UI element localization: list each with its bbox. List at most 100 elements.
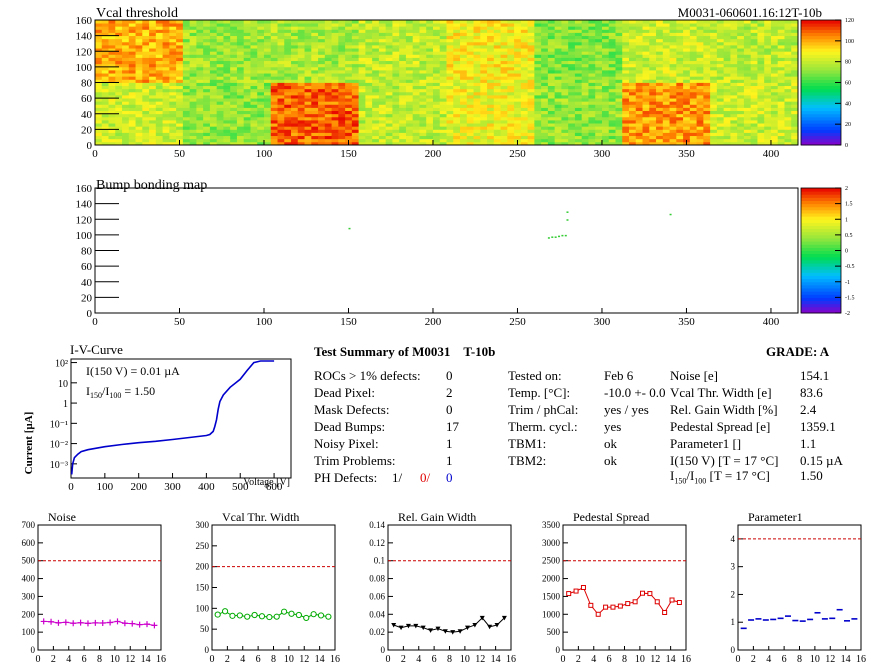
heatmap-cell	[453, 107, 461, 112]
heatmap-cell	[770, 32, 779, 37]
heatmap-cell	[351, 20, 360, 24]
heatmap-cell	[676, 73, 684, 77]
x-tick-label: 10	[110, 654, 120, 665]
heatmap-cell	[324, 73, 332, 77]
heatmap-cell	[480, 98, 488, 102]
heatmap-cell	[270, 79, 278, 83]
heatmap-cell	[372, 95, 380, 99]
heatmap-cell	[601, 76, 610, 80]
heatmap-cell	[595, 23, 603, 27]
heatmap-cell	[730, 95, 738, 99]
heatmap-cell	[487, 101, 495, 105]
heatmap-cell	[588, 95, 596, 99]
heatmap-cell	[399, 76, 407, 80]
heatmap-cell	[568, 113, 576, 118]
heatmap-cell	[703, 66, 711, 71]
heatmap-cell	[358, 123, 366, 127]
heatmap-cell	[730, 141, 738, 146]
heatmap-cell	[412, 91, 420, 96]
heatmap-cell	[122, 95, 130, 99]
heatmap-cell	[399, 95, 407, 99]
heatmap-cell	[581, 76, 589, 80]
heatmap-cell	[656, 48, 664, 52]
heatmap-cell	[520, 29, 529, 33]
heatmap-cell	[446, 23, 454, 27]
heatmap-cell	[568, 95, 576, 99]
heatmap-cell	[236, 116, 245, 121]
heatmap-cell	[284, 29, 292, 33]
heatmap-cell	[534, 129, 542, 133]
heatmap-cell	[162, 23, 170, 27]
heatmap-cell	[730, 51, 738, 55]
heatmap-cell	[284, 123, 292, 127]
heatmap-cell	[338, 123, 346, 127]
bump-axes: 0 50 100 150 200 250 300 350 4000204060801001201…	[76, 183, 799, 328]
heatmap-cell	[622, 79, 630, 83]
heatmap-cell	[128, 60, 136, 65]
heatmap-cell	[574, 101, 583, 105]
heatmap-cell	[338, 23, 346, 27]
heatmap-cell	[216, 135, 224, 140]
heatmap-cell	[642, 85, 650, 90]
heatmap-cell	[757, 113, 765, 118]
heatmap-cell	[372, 48, 380, 52]
heatmap-cell	[318, 107, 326, 112]
heatmap-cell	[764, 91, 772, 96]
heatmap-cell	[460, 123, 468, 127]
heatmap-cell	[757, 135, 765, 140]
heatmap-cell	[460, 70, 468, 74]
heatmap-cell	[263, 79, 272, 83]
heatmap-cell	[777, 107, 785, 112]
heatmap-cell	[466, 110, 474, 115]
heatmap-cell	[243, 113, 251, 118]
heatmap-cell	[588, 120, 596, 124]
heatmap-cell	[162, 79, 170, 83]
heatmap-cell	[595, 98, 603, 102]
heatmap-cell	[297, 116, 305, 121]
heatmap-cell	[743, 85, 752, 90]
y-tick-label: 400	[22, 574, 36, 584]
heatmap-cell	[730, 20, 738, 24]
heatmap-cell	[392, 91, 400, 96]
heatmap-cell	[196, 135, 204, 140]
heatmap-cell	[250, 32, 258, 37]
heatmap-cell	[696, 104, 704, 108]
heatmap-cell	[439, 32, 447, 37]
heatmap-cell	[683, 76, 691, 80]
heatmap-cell	[155, 79, 163, 83]
y-tick-label: 0.02	[369, 627, 385, 637]
scale-band	[801, 272, 841, 276]
heatmap-cell	[527, 101, 535, 105]
heatmap-cell	[216, 79, 224, 83]
heatmap-cell	[95, 48, 103, 52]
heatmap-cell	[635, 32, 643, 37]
heatmap-cell	[128, 32, 136, 37]
heatmap-cell	[304, 73, 312, 77]
heatmap-cell	[493, 120, 501, 124]
summary-label: Noise [e]	[670, 368, 719, 383]
heatmap-cell	[108, 98, 116, 102]
heatmap-cell	[196, 101, 204, 105]
heatmap-cell	[764, 45, 772, 49]
heatmap-cell	[399, 57, 407, 62]
heatmap-cell	[243, 48, 251, 52]
heatmap-cell	[547, 79, 556, 83]
heatmap-cell	[392, 116, 400, 121]
x-tick-label: 0	[736, 654, 741, 665]
heatmap-cell	[649, 38, 657, 43]
heatmap-cell	[236, 79, 245, 83]
heatmap-cell	[95, 141, 103, 146]
heatmap-cell	[345, 26, 353, 30]
heatmap-cell	[149, 85, 157, 90]
heatmap-cell	[399, 60, 407, 65]
heatmap-cell	[135, 91, 143, 96]
heatmap-cell	[784, 110, 792, 115]
heatmap-cell	[777, 104, 785, 108]
heatmap-cell	[182, 73, 191, 77]
heatmap-cell	[608, 126, 616, 130]
heatmap-cell	[263, 26, 272, 30]
heatmap-cell	[777, 88, 785, 93]
heatmap-cell	[203, 66, 211, 71]
heatmap-cell	[263, 82, 272, 87]
heatmap-cell	[588, 66, 596, 71]
